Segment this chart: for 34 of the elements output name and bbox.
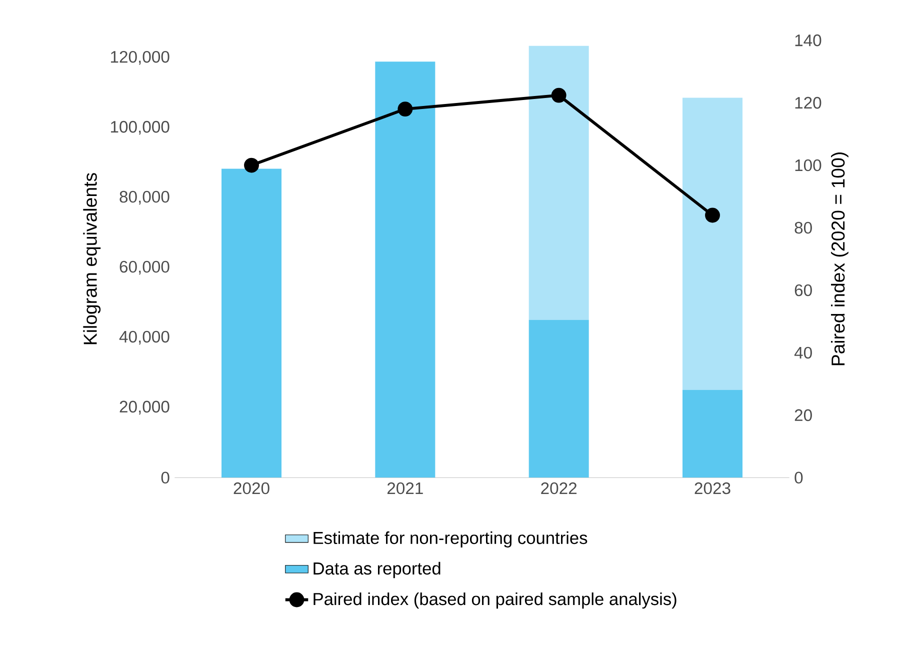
y-tick-label: 120,000 [110, 50, 170, 65]
y2-tick-label: 120 [795, 96, 822, 109]
y2-tick-label: 60 [794, 284, 812, 296]
bar [528, 46, 589, 320]
legend-label: Estimate for non-reporting countries [314, 531, 588, 548]
x-tick-label: 2023 [694, 482, 730, 494]
y-axis-title: Kilogram equivalents [83, 173, 101, 344]
y2-tick-label: 40 [794, 346, 812, 359]
point [398, 102, 413, 117]
x-tick-label: 2022 [541, 482, 577, 494]
x-tick-label: 2021 [387, 482, 423, 494]
y2-tick-label: 20 [794, 409, 812, 422]
legend-label: Paired index (based on paired sample analysis) [314, 592, 676, 609]
y-tick-label: 100,000 [110, 120, 170, 135]
point [551, 88, 566, 103]
legend-label: Data as reported [314, 562, 440, 578]
y2-tick-label: 80 [794, 222, 812, 234]
bar [222, 168, 282, 478]
y-tick-label: 80,000 [120, 190, 170, 205]
y-tick-label: 0 [161, 472, 170, 484]
y-tick-label: 40,000 [119, 330, 170, 345]
bar [528, 320, 589, 478]
y2-tick-label: 100 [795, 159, 822, 172]
bar [682, 390, 743, 478]
bar [682, 98, 743, 390]
y-tick-label: 20,000 [120, 400, 170, 415]
y2-axis-title: Paired index (2020 = 100) [831, 152, 848, 366]
y2-tick-label: 0 [794, 472, 803, 484]
point [705, 208, 720, 223]
point [244, 158, 259, 173]
bar [375, 62, 436, 478]
x-tick-label: 2020 [234, 482, 270, 494]
y-tick-label: 60,000 [120, 260, 170, 275]
y2-tick-label: 140 [795, 34, 822, 46]
